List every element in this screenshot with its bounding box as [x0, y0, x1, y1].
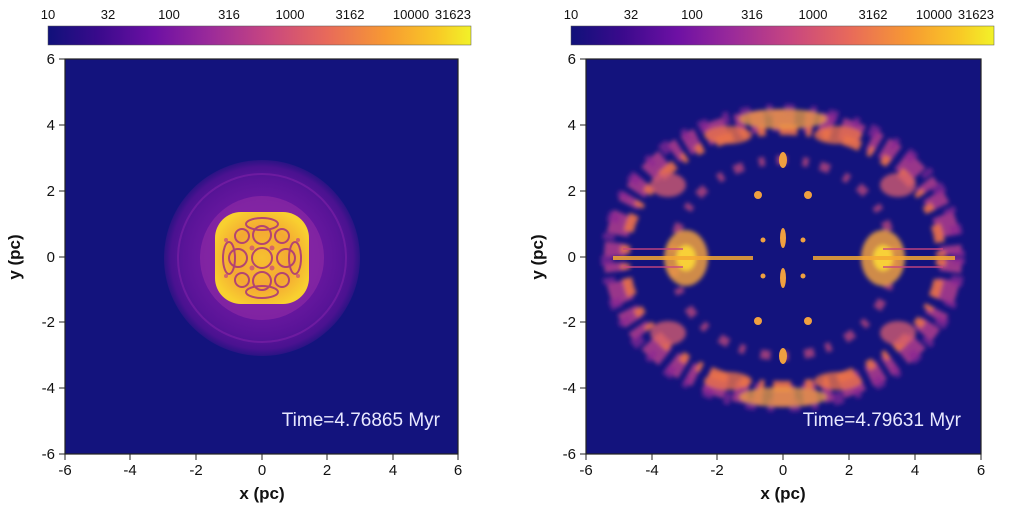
x-tick-label: 4 [911, 462, 919, 479]
colorbar-tick: 31623 [435, 7, 471, 22]
central-knots [754, 152, 812, 364]
colorbar-tick: 10 [41, 7, 55, 22]
y-tick-label: -2 [563, 314, 576, 331]
tick-marks [59, 58, 459, 460]
core-pattern [222, 217, 302, 299]
x-tick-label: 4 [389, 462, 397, 479]
x-tick-label: -6 [58, 462, 71, 479]
y-tick-label: -4 [42, 380, 55, 397]
colorbar-tick: 10 [564, 7, 578, 22]
colorbar-tick: 31623 [958, 7, 994, 22]
colorbar-gradient [47, 25, 472, 46]
x-tick-label: 6 [454, 462, 462, 479]
shell-ring [177, 173, 347, 343]
right-plot: 10 32 100 316 1000 3162 10000 31623 [528, 7, 995, 503]
x-tick-label: -2 [189, 462, 202, 479]
time-label: Time=4.79631 Myr [803, 410, 962, 431]
x-tick-label: -4 [123, 462, 136, 479]
y-tick-label: 6 [47, 51, 55, 68]
equatorial-streaks [613, 248, 955, 268]
colorbar: 10 32 100 316 1000 3162 10000 31623 [41, 7, 472, 46]
colorbar-tick: 1000 [276, 7, 305, 22]
y-tick-label: 2 [568, 183, 576, 200]
tick-marks [580, 58, 982, 460]
y-axis-title: y (pc) [5, 234, 24, 279]
colorbar-tick: 10000 [916, 7, 952, 22]
colorbar-tick: 316 [741, 7, 763, 22]
y-tick-label: -2 [42, 314, 55, 331]
y-tick-label: 4 [568, 117, 576, 134]
colorbar-tick: 3162 [859, 7, 888, 22]
dense-core [215, 212, 309, 304]
y-axis-title: y (pc) [528, 234, 547, 279]
colorbar-gradient [570, 25, 995, 46]
colorbar-tick: 100 [681, 7, 703, 22]
y-tick-label: 4 [47, 117, 55, 134]
right-panel: 10 32 100 316 1000 3162 10000 31623 [513, 0, 1026, 507]
colorbar-tick: 32 [624, 7, 638, 22]
x-tick-label: 6 [977, 462, 985, 479]
y-tick-label: 0 [568, 249, 576, 266]
left-panel: 10 32 100 316 1000 3162 10000 31623 [5, 7, 472, 503]
y-tick-label: -6 [42, 446, 55, 463]
x-axis-title: x (pc) [760, 484, 805, 503]
x-tick-label: 2 [845, 462, 853, 479]
colorbar-tick: 10000 [393, 7, 429, 22]
colorbar: 10 32 100 316 1000 3162 10000 31623 [564, 7, 995, 46]
x-tick-label: 2 [323, 462, 331, 479]
colorbar-tick: 3162 [336, 7, 365, 22]
colorbar-tick: 316 [218, 7, 240, 22]
left-plot: 10 32 100 316 1000 3162 10000 31623 [5, 7, 472, 503]
y-tick-label: 0 [47, 249, 55, 266]
y-tick-label: 2 [47, 183, 55, 200]
time-label: Time=4.76865 Myr [282, 410, 441, 431]
x-tick-label: -2 [710, 462, 723, 479]
x-tick-label: 0 [258, 462, 266, 479]
y-tick-label: -6 [563, 446, 576, 463]
colorbar-tick: 1000 [799, 7, 828, 22]
density-map: Time=4.79631 Myr [586, 59, 981, 454]
x-tick-label: -4 [645, 462, 658, 479]
x-axis-title: x (pc) [239, 484, 284, 503]
colorbar-tick: 100 [158, 7, 180, 22]
x-tick-label: -6 [579, 462, 592, 479]
density-map: Time=4.76865 Myr [65, 59, 458, 454]
y-tick-label: -4 [563, 380, 576, 397]
y-tick-label: 6 [568, 51, 576, 68]
x-tick-label: 0 [779, 462, 787, 479]
colorbar-tick: 32 [101, 7, 115, 22]
